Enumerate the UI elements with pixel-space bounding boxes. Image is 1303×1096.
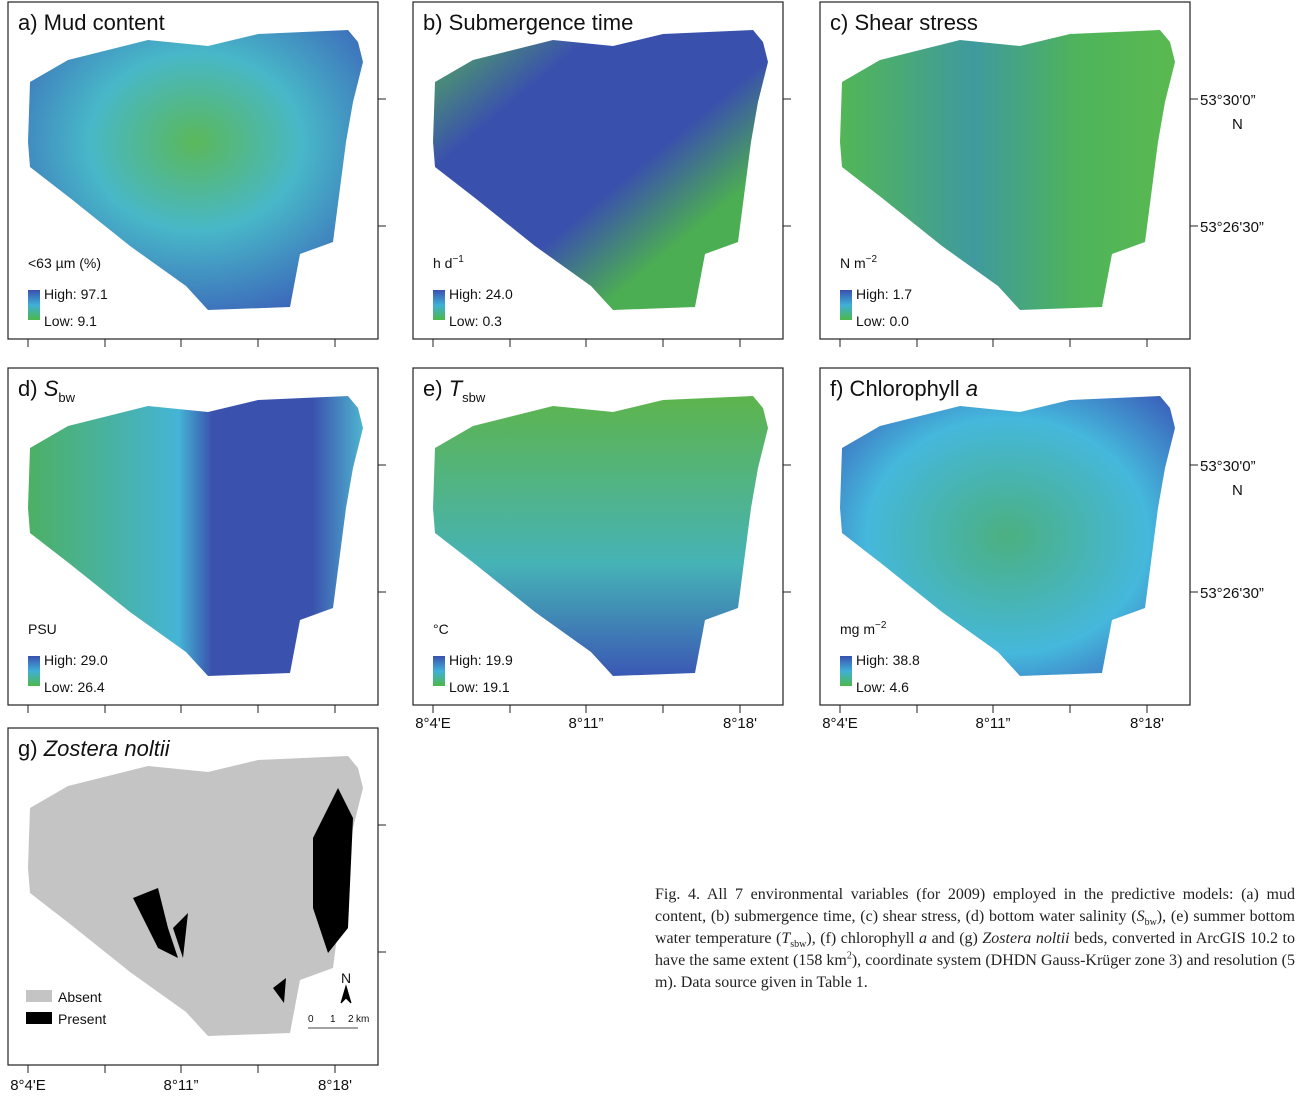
map-area	[433, 30, 768, 310]
scale-label: 0	[308, 1014, 314, 1025]
unit-part: PSU	[28, 621, 57, 637]
legend-unit: mg m−2	[840, 620, 887, 637]
unit-part: <63 µm (%)	[28, 255, 101, 271]
north-label: N	[341, 970, 351, 986]
unit-part: −2	[866, 254, 878, 265]
legend-swatch	[26, 990, 52, 1002]
unit-part: °C	[433, 621, 449, 637]
map-area	[840, 30, 1175, 310]
panel-title: f) Chlorophyll a	[830, 376, 978, 401]
unit-part: h d	[433, 255, 452, 271]
lon-label: 8°4'E	[10, 1077, 46, 1094]
panel: mg m−2 High: 38.8 Low: 4.6	[820, 368, 1198, 713]
legend-high: High: 19.9	[449, 652, 513, 668]
unit-part: N m	[840, 255, 866, 271]
caption: Fig. 4. All 7 environmental variables (f…	[655, 884, 1295, 994]
lat-label: N	[1232, 116, 1243, 133]
legend-colorbar	[433, 656, 445, 686]
legend-high: High: 29.0	[44, 652, 108, 668]
scale-label: km	[356, 1014, 369, 1025]
legend-colorbar	[28, 290, 40, 320]
legend-unit: °C	[433, 621, 449, 637]
lat-label: N	[1232, 482, 1243, 499]
panel: h d−1 High: 24.0 Low: 0.3	[413, 2, 791, 347]
unit-part: mg m	[840, 621, 875, 637]
legend-low: Low: 9.1	[44, 313, 97, 329]
unit-part: −2	[875, 620, 887, 631]
unit-part: −1	[452, 254, 464, 265]
panel: N m−2 High: 1.7 Low: 0.0	[820, 2, 1198, 347]
lon-label: 8°18'	[723, 715, 757, 732]
panel-title: c) Shear stress	[830, 10, 978, 35]
legend-high: High: 24.0	[449, 286, 513, 302]
legend-low: Low: 19.1	[449, 679, 510, 695]
map-area	[433, 396, 768, 676]
lon-label: 8°11”	[976, 715, 1011, 732]
lon-label: 8°11”	[164, 1077, 199, 1094]
lat-label: 53°30'0”	[1200, 92, 1256, 109]
figure: a) Mud content b) Submergence time c) Sh…	[0, 0, 1303, 1096]
panel: <63 µm (%) High: 97.1 Low: 9.1	[8, 2, 386, 347]
legend-unit: N m−2	[840, 254, 878, 271]
panel-title: g) Zostera noltii	[18, 736, 171, 761]
legend-high: High: 97.1	[44, 286, 108, 302]
map-area	[840, 396, 1175, 676]
legend-low: Low: 0.0	[856, 313, 909, 329]
north-arrow	[341, 986, 351, 1003]
legend-low: Low: 26.4	[44, 679, 105, 695]
panel: PSU High: 29.0 Low: 26.4	[8, 368, 386, 713]
legend-colorbar	[840, 290, 852, 320]
map-area	[28, 396, 363, 676]
legend-colorbar	[433, 290, 445, 320]
lon-label: 8°4'E	[415, 715, 451, 732]
lon-label: 8°18'	[1130, 715, 1164, 732]
legend-low: Low: 4.6	[856, 679, 909, 695]
legend-unit: <63 µm (%)	[28, 255, 101, 271]
panel-title: b) Submergence time	[423, 10, 633, 35]
lon-label: 8°11”	[569, 715, 604, 732]
legend-label: Present	[58, 1011, 106, 1027]
scale-label: 1	[330, 1014, 336, 1025]
legend-low: Low: 0.3	[449, 313, 502, 329]
lat-label: 53°26'30”	[1200, 585, 1264, 602]
scale-label: 2	[348, 1014, 354, 1025]
legend-label: Absent	[58, 989, 102, 1005]
legend-high: High: 38.8	[856, 652, 920, 668]
lat-label: 53°30'0”	[1200, 458, 1256, 475]
lon-label: 8°4'E	[822, 715, 858, 732]
lon-label: 8°18'	[318, 1077, 352, 1094]
legend-unit: PSU	[28, 621, 57, 637]
panel-title: a) Mud content	[18, 10, 165, 35]
lat-label: 53°26'30”	[1200, 219, 1264, 236]
panel-title: d) Sbw	[18, 376, 76, 405]
legend-unit: h d−1	[433, 254, 464, 271]
legend-high: High: 1.7	[856, 286, 912, 302]
legend-swatch	[26, 1012, 52, 1024]
panel-title: e) Tsbw	[423, 376, 486, 405]
legend-colorbar	[28, 656, 40, 686]
legend-colorbar	[840, 656, 852, 686]
